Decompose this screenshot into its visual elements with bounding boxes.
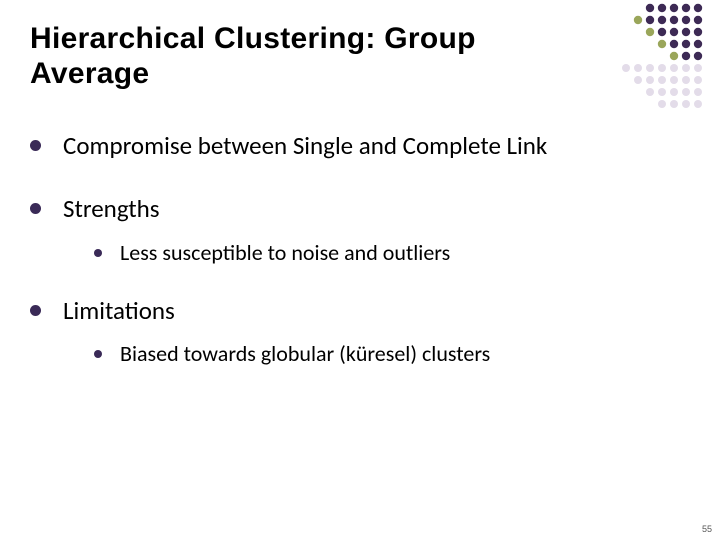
subbullet-text: Biased towards globular (küresel) cluste…: [120, 340, 670, 369]
bullet-strengths: Strengths: [30, 193, 670, 224]
bullet-icon: [30, 140, 41, 151]
title-line-1: Hierarchical Clustering: Group: [30, 22, 476, 57]
subbullet-globular: Biased towards globular (küresel) cluste…: [94, 340, 670, 369]
page-number: 55: [702, 524, 712, 534]
bullet-list: Compromise between Single and Complete L…: [30, 130, 670, 397]
bullet-text: Strengths: [63, 193, 670, 224]
bullet-icon: [94, 350, 102, 358]
subbullet-noise: Less susceptible to noise and outliers: [94, 239, 670, 268]
corner-decoration: [538, 0, 708, 120]
bullet-text: Limitations: [63, 295, 670, 326]
bullet-icon: [30, 305, 41, 316]
bullet-icon: [94, 249, 102, 257]
bullet-limitations: Limitations: [30, 295, 670, 326]
subbullet-text: Less susceptible to noise and outliers: [120, 239, 670, 268]
bullet-text: Compromise between Single and Complete L…: [63, 130, 670, 161]
slide-title: Hierarchical Clustering: Group Average: [30, 22, 476, 91]
slide: Hierarchical Clustering: Group Average C…: [0, 0, 720, 540]
bullet-compromise: Compromise between Single and Complete L…: [30, 130, 670, 161]
bullet-icon: [30, 203, 41, 214]
title-line-2: Average: [30, 57, 476, 92]
